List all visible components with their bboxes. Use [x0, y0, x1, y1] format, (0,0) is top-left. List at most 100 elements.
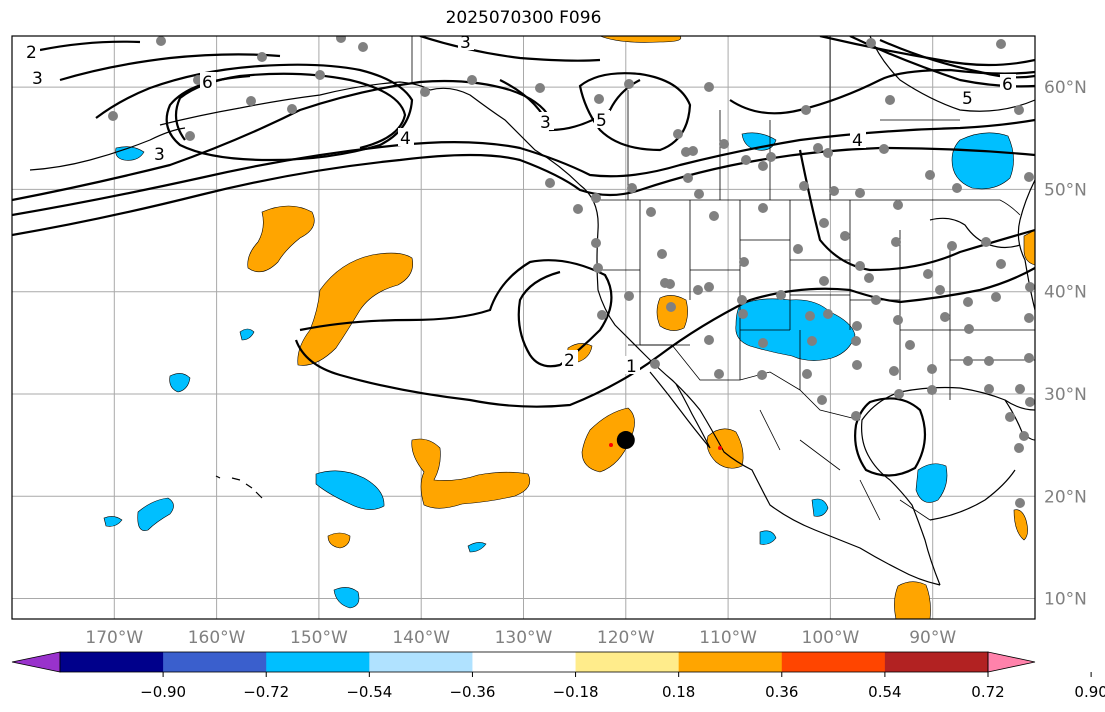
- station-dot: [840, 231, 850, 241]
- station-dot: [852, 321, 862, 331]
- lon-tick-label: 120°W: [597, 628, 655, 648]
- colorbar-tick-label: −0.18: [553, 683, 599, 701]
- station-dot: [287, 104, 297, 114]
- baja-california: [649, 371, 711, 449]
- contour-line: [294, 267, 1035, 408]
- station-dot: [627, 183, 637, 193]
- negative-region: [239, 328, 255, 341]
- station-dot: [964, 324, 974, 334]
- positive-region: [656, 295, 688, 331]
- contour-label: 3: [460, 33, 471, 53]
- station-dot: [535, 83, 545, 93]
- lon-tick-label: 160°W: [188, 628, 246, 648]
- station-dot: [776, 290, 786, 300]
- coastlines: [29, 36, 1035, 586]
- station-dot: [1015, 498, 1025, 508]
- map-border: [11, 35, 1036, 620]
- station-dot: [714, 369, 724, 379]
- station-dot: [801, 105, 811, 115]
- negative-region: [467, 542, 487, 553]
- station-dot: [1024, 353, 1034, 363]
- colorbar-tick-labels: −0.90 −0.72 −0.54 −0.36 −0.18 0.18 0.36 0.54 0.7…: [140, 672, 1105, 701]
- colorbar-tick-label: −0.54: [346, 683, 392, 701]
- contour-line: [12, 118, 1035, 217]
- contour-label: 3: [154, 145, 165, 165]
- station-dot: [420, 87, 430, 97]
- station-dot: [257, 52, 267, 62]
- great-lakes: [929, 217, 1021, 249]
- station-dot: [927, 385, 937, 395]
- station-dot: [646, 207, 656, 217]
- station-dot: [156, 36, 166, 46]
- red-point: [609, 443, 613, 447]
- station-dot: [852, 360, 862, 370]
- positive-region: [297, 252, 413, 366]
- lon-tick-label: 150°W: [290, 628, 348, 648]
- station-dot: [891, 237, 901, 247]
- station-dot: [573, 204, 583, 214]
- station-dot: [981, 237, 991, 247]
- hudson-bay: [869, 36, 1035, 112]
- alaska-south-coast: [159, 81, 431, 126]
- contour-line: [299, 259, 613, 368]
- map-title: 2025070300 F096: [445, 8, 602, 28]
- station-dot: [766, 152, 776, 162]
- contour-line: [419, 36, 601, 62]
- contour-line: [798, 149, 1035, 272]
- contour-line: [819, 36, 1035, 67]
- contour-label: 3: [32, 69, 43, 89]
- contour-label: 2: [564, 351, 575, 371]
- contour-label: 4: [852, 131, 863, 151]
- contour-line: [879, 38, 1035, 79]
- station-dot: [597, 310, 607, 320]
- negative-region: [103, 516, 123, 527]
- station-dot: [935, 285, 945, 295]
- contour-label: 5: [596, 111, 607, 131]
- colorbar-segment: [369, 652, 473, 672]
- station-dot: [829, 186, 839, 196]
- colorbar-segment: [266, 652, 370, 672]
- station-dot: [758, 203, 768, 213]
- station-dot: [704, 335, 714, 345]
- contour-label: 6: [202, 73, 213, 93]
- gridlines: [12, 36, 1035, 619]
- station-dot: [467, 75, 477, 85]
- us-mexico-border: [628, 344, 861, 421]
- contour-label: 1: [626, 357, 637, 377]
- yucatan: [929, 469, 1016, 521]
- station-dot: [807, 336, 817, 346]
- station-dot: [864, 273, 874, 283]
- negative-region: [333, 587, 360, 609]
- station-dot: [704, 282, 714, 292]
- station-dot: [963, 356, 973, 366]
- station-dot: [315, 70, 325, 80]
- contour-line: [854, 397, 927, 477]
- colorbar-outline: [59, 651, 989, 673]
- station-dot: [1025, 282, 1035, 292]
- positive-region: [247, 205, 315, 273]
- station-dot: [805, 311, 815, 321]
- station-dot: [591, 238, 601, 248]
- station-dot: [693, 285, 703, 295]
- contour-label: 3: [540, 113, 551, 133]
- station-dot: [666, 302, 676, 312]
- station-dot: [758, 161, 768, 171]
- lon-tick-label: 140°W: [392, 628, 450, 648]
- lon-tick-label: 110°W: [699, 628, 757, 648]
- colorbar-segment: [163, 652, 267, 672]
- station-dot: [813, 143, 823, 153]
- black-marker: [616, 431, 635, 450]
- north-america-west-coast: [429, 87, 941, 586]
- station-dot: [1005, 412, 1015, 422]
- station-dot: [1014, 105, 1024, 115]
- colorbar-extend-low: [11, 651, 61, 673]
- colorbar-segment: [575, 652, 680, 672]
- station-dot: [889, 366, 899, 376]
- positive-region: [411, 438, 531, 509]
- colorbar-segment: [884, 652, 989, 672]
- station-dot: [739, 257, 749, 267]
- station-dot: [688, 146, 698, 156]
- station-dot: [817, 395, 827, 405]
- contour-line: [499, 79, 641, 132]
- station-dot: [984, 384, 994, 394]
